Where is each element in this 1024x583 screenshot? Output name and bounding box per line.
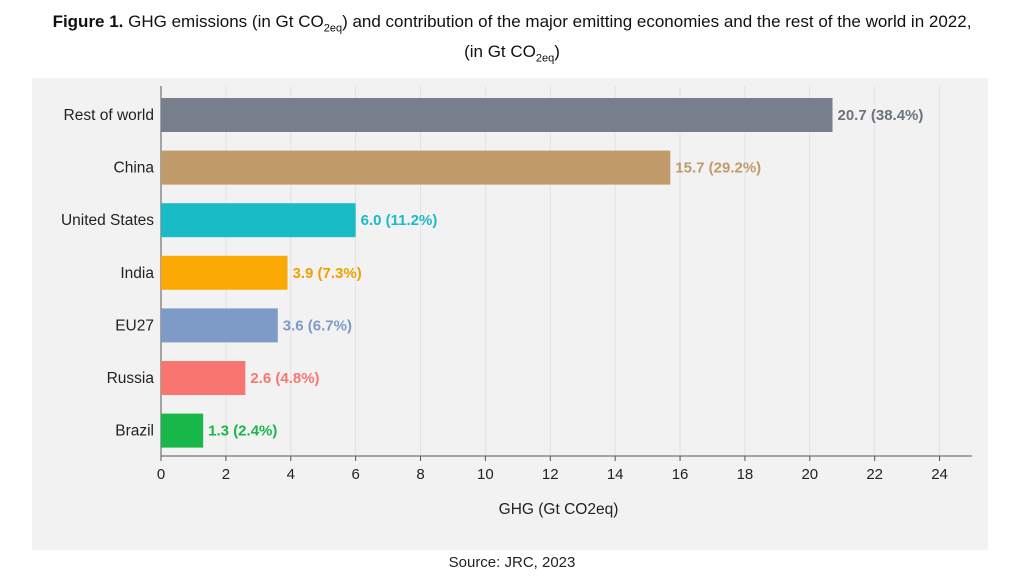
title-text-d: ) xyxy=(554,42,560,62)
source-note: Source: JRC, 2023 xyxy=(448,554,576,571)
title-subscript-2: 2eq xyxy=(535,52,555,65)
data-label: 3.9 (7.3%) xyxy=(293,265,362,282)
x-tick-label: 4 xyxy=(287,466,295,483)
x-tick-label: 12 xyxy=(542,466,559,483)
x-tick-label: 16 xyxy=(672,466,689,483)
bar xyxy=(161,308,278,343)
x-tick-label: 10 xyxy=(477,466,494,483)
category-label: United States xyxy=(61,212,154,229)
figure-label: Figure 1. xyxy=(52,12,124,31)
title-line-2: (in Gt CO2eq) xyxy=(0,40,1024,70)
category-label: EU27 xyxy=(115,317,154,334)
x-tick-label: 0 xyxy=(157,466,165,483)
x-tick-label: 20 xyxy=(801,466,818,483)
data-label: 15.7 (29.2%) xyxy=(675,160,761,177)
category-label: China xyxy=(114,160,155,177)
x-tick-label: 2 xyxy=(222,466,230,483)
bar xyxy=(161,203,356,238)
figure-title: Figure 1. GHG emissions (in Gt CO2eq) an… xyxy=(0,10,1024,71)
category-label: Rest of world xyxy=(64,107,154,124)
data-label: 6.0 (11.2%) xyxy=(361,212,438,229)
category-label: Russia xyxy=(107,370,155,387)
x-tick-label: 22 xyxy=(866,466,883,483)
x-tick-label: 8 xyxy=(416,466,424,483)
x-tick-label: 24 xyxy=(931,466,948,483)
chart-panel: 0 2 4 6 8 10 12 14 16 18 20 22 24 Rest of world 20.7 (… xyxy=(32,78,988,550)
bar xyxy=(161,413,204,448)
data-label: 2.6 (4.8%) xyxy=(250,370,319,387)
title-line-1: Figure 1. GHG emissions (in Gt CO2eq) an… xyxy=(0,10,1024,40)
bar xyxy=(161,255,288,290)
bar xyxy=(161,150,671,185)
title-text-a: GHG emissions (in Gt CO xyxy=(128,12,324,31)
bar xyxy=(161,361,246,395)
x-axis-title: GHG (Gt CO2eq) xyxy=(499,501,619,518)
category-label: Brazil xyxy=(115,423,154,440)
data-label: 1.3 (2.4%) xyxy=(208,423,277,440)
title-text-c: (in Gt CO xyxy=(464,42,536,62)
title-subscript-1: 2eq xyxy=(323,22,343,35)
x-tick-label: 6 xyxy=(351,466,359,483)
title-text-b: ) and contribution of the major emitting… xyxy=(342,12,972,31)
x-tick-label: 18 xyxy=(737,466,754,483)
category-label: India xyxy=(120,265,154,282)
bar xyxy=(161,98,833,132)
data-label: 20.7 (38.4%) xyxy=(838,107,924,124)
data-label: 3.6 (6.7%) xyxy=(283,317,352,334)
x-tick-label: 14 xyxy=(607,466,624,483)
